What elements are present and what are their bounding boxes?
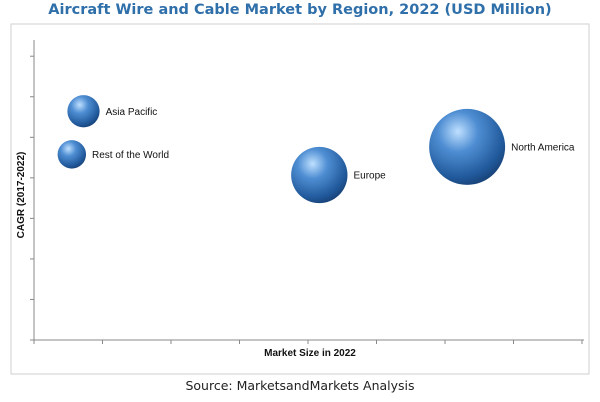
x-ticks — [33, 340, 583, 344]
chart-title: Aircraft Wire and Cable Market by Region… — [48, 2, 552, 18]
bubble-north-america — [429, 108, 506, 185]
x-axis-label: Market Size in 2022 — [264, 348, 356, 359]
bubble-label-rest-of-the-world: Rest of the World — [92, 150, 169, 161]
bubble-rest-of-the-world — [57, 140, 87, 169]
y-ticks — [30, 55, 34, 341]
plot-frame — [10, 23, 590, 375]
bubbles-layer: Asia Pacific Rest of the World Europe North… — [57, 95, 575, 204]
bubble-label-asia-pacific: Asia Pacific — [106, 107, 158, 118]
bubble-label-europe: Europe — [353, 171, 386, 182]
bubble-asia-pacific — [67, 95, 100, 128]
bubble-europe — [291, 146, 348, 204]
source-note: Source: MarketsandMarkets Analysis — [185, 378, 415, 393]
y-axis-label: CAGR (2017-2022) — [16, 152, 27, 239]
bubble-label-north-america: North America — [511, 142, 575, 153]
